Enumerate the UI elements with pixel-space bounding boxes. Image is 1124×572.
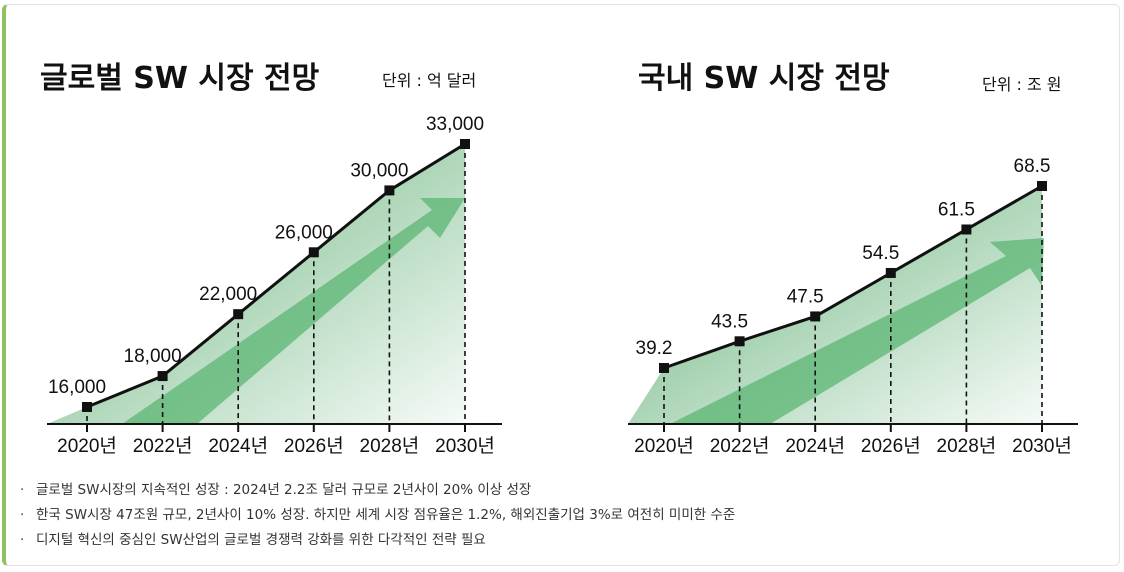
series-line [86, 142, 466, 409]
data-point [961, 224, 972, 235]
note-item: · 디지털 혁신의 중심인 SW산업의 글로벌 경쟁력 강화를 위한 다각적인 전… [20, 530, 1100, 555]
data-point [384, 185, 395, 196]
x-tick-label: 2024년 [208, 435, 268, 457]
x-tick-label: 2028년 [360, 435, 420, 457]
drop-lines [663, 186, 1043, 424]
data-label: 33,000 [426, 114, 484, 135]
data-point [82, 402, 92, 412]
x-tick-label: 2030년 [1012, 435, 1072, 457]
data-label: 43.5 [711, 311, 748, 332]
data-label: 68.5 [1014, 156, 1051, 177]
x-tick-label: 2020년 [57, 435, 117, 457]
data-label: 47.5 [787, 286, 824, 307]
data-label: 18,000 [124, 346, 182, 367]
note-item: · 글로벌 SW시장의 지속적인 성장 : 2024년 2.2조 달러 규모로 2… [20, 480, 1100, 505]
unit-label: 단위 : 조 원 [982, 75, 1062, 94]
data-points [659, 181, 1047, 373]
note-text: 디지털 혁신의 중심인 SW산업의 글로벌 경쟁력 강화를 위한 다각적인 전략… [36, 532, 486, 548]
data-label: 30,000 [350, 160, 408, 181]
summary-notes: · 글로벌 SW시장의 지속적인 성장 : 2024년 2.2조 달러 규모로 2… [20, 480, 1100, 555]
note-item: · 한국 SW시장 47조원 규모, 2년사이 10% 성장. 하지만 세계 시장… [20, 505, 1100, 530]
data-point [157, 371, 168, 382]
area-fill [47, 144, 465, 424]
global-sw-market-chart: 글로벌 SW 시장 전망 단위 : 억 달러 16,000 18,000 22,00… [40, 61, 502, 457]
data-point [460, 139, 470, 149]
chart-title: 글로벌 SW 시장 전망 [40, 61, 320, 96]
data-label: 54.5 [862, 243, 899, 264]
note-text: 글로벌 SW시장의 지속적인 성장 : 2024년 2.2조 달러 규모로 2년… [36, 482, 532, 498]
bullet-icon: · [20, 532, 25, 548]
data-label: 39.2 [636, 338, 673, 359]
data-labels: 16,000 18,000 22,000 26,000 30,000 33,000 [48, 114, 484, 398]
data-point [1037, 181, 1047, 191]
unit-label: 단위 : 억 달러 [382, 71, 476, 90]
x-tick-labels: 2020년 2022년 2024년 2026년 2028년 2030년 [634, 435, 1072, 457]
note-text: 한국 SW시장 47조원 규모, 2년사이 10% 성장. 하지만 세계 시장 … [36, 507, 736, 523]
x-tick-label: 2024년 [785, 435, 845, 457]
x-tick-label: 2026년 [861, 435, 921, 457]
bullet-icon: · [20, 482, 25, 498]
trend-arrow [670, 238, 1044, 424]
chart-title: 국내 SW 시장 전망 [638, 61, 890, 96]
x-tick-label: 2030년 [435, 435, 495, 457]
x-tick-labels: 2020년 2022년 2024년 2026년 2028년 2030년 [57, 435, 495, 457]
x-tick-label: 2020년 [634, 435, 694, 457]
data-point [233, 309, 244, 320]
domestic-sw-market-chart: 국내 SW 시장 전망 단위 : 조 원 39.2 43.5 47.5 54.5 61.… [628, 61, 1078, 457]
data-labels: 39.2 43.5 47.5 54.5 61.5 68.5 [636, 156, 1051, 359]
data-label: 16,000 [48, 377, 106, 398]
data-label: 61.5 [938, 199, 975, 220]
data-point [810, 311, 821, 322]
data-label: 22,000 [199, 284, 257, 305]
data-point [659, 363, 669, 373]
bullet-icon: · [20, 507, 25, 523]
series-line [663, 184, 1043, 370]
x-ticks [86, 424, 466, 432]
data-point [308, 247, 319, 258]
data-point [734, 336, 745, 347]
area-fill [628, 186, 1042, 424]
x-tick-label: 2026년 [284, 435, 344, 457]
x-tick-label: 2022년 [710, 435, 770, 457]
x-tick-label: 2028년 [937, 435, 997, 457]
x-tick-label: 2022년 [133, 435, 193, 457]
trend-arrow [122, 198, 465, 424]
data-label: 26,000 [275, 222, 333, 243]
data-point [885, 267, 896, 278]
x-ticks [663, 424, 1043, 432]
data-points [82, 139, 470, 412]
